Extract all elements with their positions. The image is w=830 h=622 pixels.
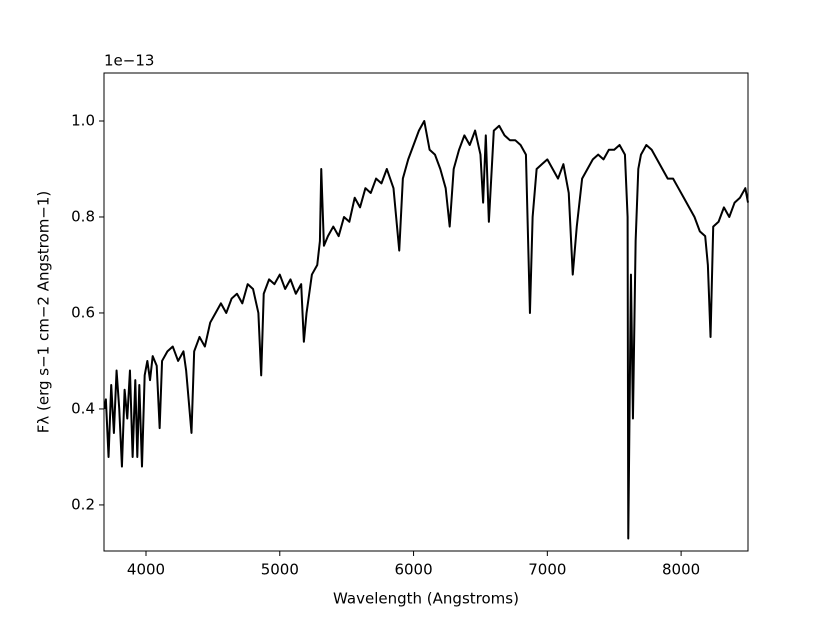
x-tick-label: 7000 <box>528 561 566 579</box>
y-tick-label: 0.6 <box>71 303 95 321</box>
y-tick-label: 0.4 <box>71 399 95 417</box>
x-axis-label: Wavelength (Angstroms) <box>333 590 519 608</box>
y-axis-label: Fλ (erg s−1 cm−2 Angstrom−1) <box>35 191 53 434</box>
x-tick-label: 8000 <box>662 561 700 579</box>
y-tick-label: 1.0 <box>71 111 95 129</box>
x-tick-label: 5000 <box>261 561 299 579</box>
x-tick-label: 4000 <box>127 561 165 579</box>
y-tick-label: 0.2 <box>71 495 95 513</box>
y-tick-label: 0.8 <box>71 207 95 225</box>
spectrum-line <box>103 119 749 540</box>
y-offset-label: 1e−13 <box>104 52 154 70</box>
x-tick-label: 6000 <box>394 561 432 579</box>
plot-frame <box>103 72 749 552</box>
